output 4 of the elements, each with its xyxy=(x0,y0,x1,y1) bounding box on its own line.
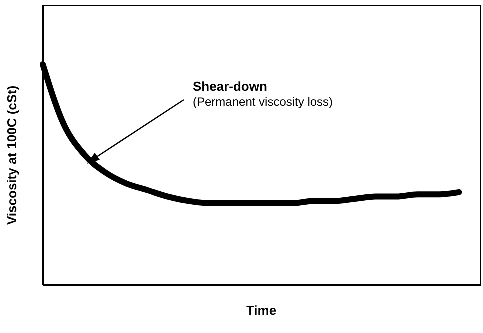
annotation: Shear-down xyxy=(193,79,268,94)
x-axis-title: Time xyxy=(246,303,277,318)
y-axis-title: Viscosity at 100C (cSt) xyxy=(4,86,20,225)
annotation: (Permanent viscosity loss) xyxy=(193,95,334,109)
